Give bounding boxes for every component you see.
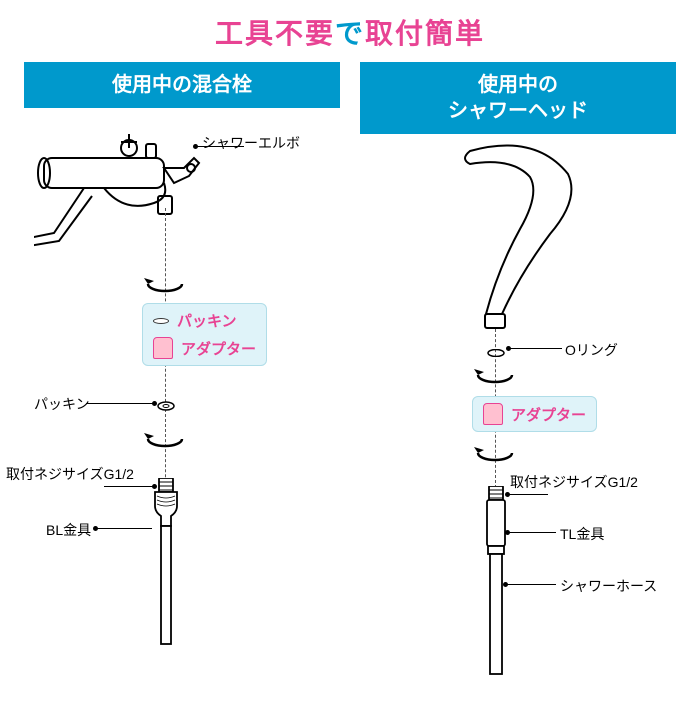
right-header-l2: シャワーヘッド	[448, 100, 588, 122]
left-header: 使用中の混合栓	[24, 62, 340, 108]
label-tl: TL金具	[560, 524, 604, 544]
label-hose: シャワーホース	[560, 576, 657, 596]
oring-icon	[487, 344, 505, 362]
callout-packing: パッキン	[153, 310, 256, 331]
leader-lower-packing	[86, 403, 156, 404]
bl-fitting-drawing	[149, 478, 183, 653]
right-header: 使用中の シャワーヘッド	[360, 62, 676, 134]
adapter-shape-icon	[483, 403, 503, 425]
callout-box-right: アダプター	[472, 396, 597, 432]
rotation-arrow-icon	[470, 364, 520, 386]
callout-adapter-left: アダプター	[153, 337, 256, 359]
callout-adapter-right: アダプター	[483, 403, 586, 425]
rotation-arrow-icon	[470, 442, 520, 464]
rotation-arrow-icon	[140, 273, 190, 295]
title-part2: で	[335, 18, 365, 49]
left-diagram: シャワーエルボ パッキン アダプター パッキン	[24, 108, 340, 688]
right-header-l1: 使用中の	[478, 74, 558, 96]
label-screw-right: 取付ネジサイズG1/2	[510, 472, 638, 492]
callout-adapter-label-left: アダプター	[181, 338, 256, 359]
label-oring: Oリング	[565, 340, 618, 360]
title-part3: 取付簡単	[365, 18, 485, 49]
callout-packing-label: パッキン	[177, 310, 237, 331]
callout-box-left: パッキン アダプター	[142, 303, 267, 366]
leader-tl	[506, 532, 556, 533]
lower-packing-icon	[157, 398, 175, 416]
rotation-arrow-icon	[140, 428, 190, 450]
label-elbow: シャワーエルボ	[202, 133, 300, 153]
right-diagram: Oリング アダプター 取付ネジサイズG1/2	[360, 134, 676, 714]
leader-bl	[94, 528, 152, 529]
label-lower-packing: パッキン	[34, 394, 90, 414]
leader-oring	[507, 348, 562, 349]
shower-head-drawing	[440, 139, 590, 339]
leader-screw-right	[506, 494, 548, 495]
leader-hose	[504, 584, 556, 585]
label-screw-left: 取付ネジサイズG1/2	[6, 464, 134, 484]
packing-ring-icon	[153, 318, 169, 324]
adapter-shape-icon	[153, 337, 173, 359]
callout-adapter-label-right: アダプター	[511, 404, 586, 425]
title-part1: 工具不要	[215, 18, 335, 49]
label-bl: BL金具	[46, 520, 91, 540]
page-title: 工具不要で取付簡単	[0, 0, 700, 52]
right-column: 使用中の シャワーヘッド Oリング	[360, 62, 676, 714]
left-column: 使用中の混合栓	[24, 62, 340, 714]
